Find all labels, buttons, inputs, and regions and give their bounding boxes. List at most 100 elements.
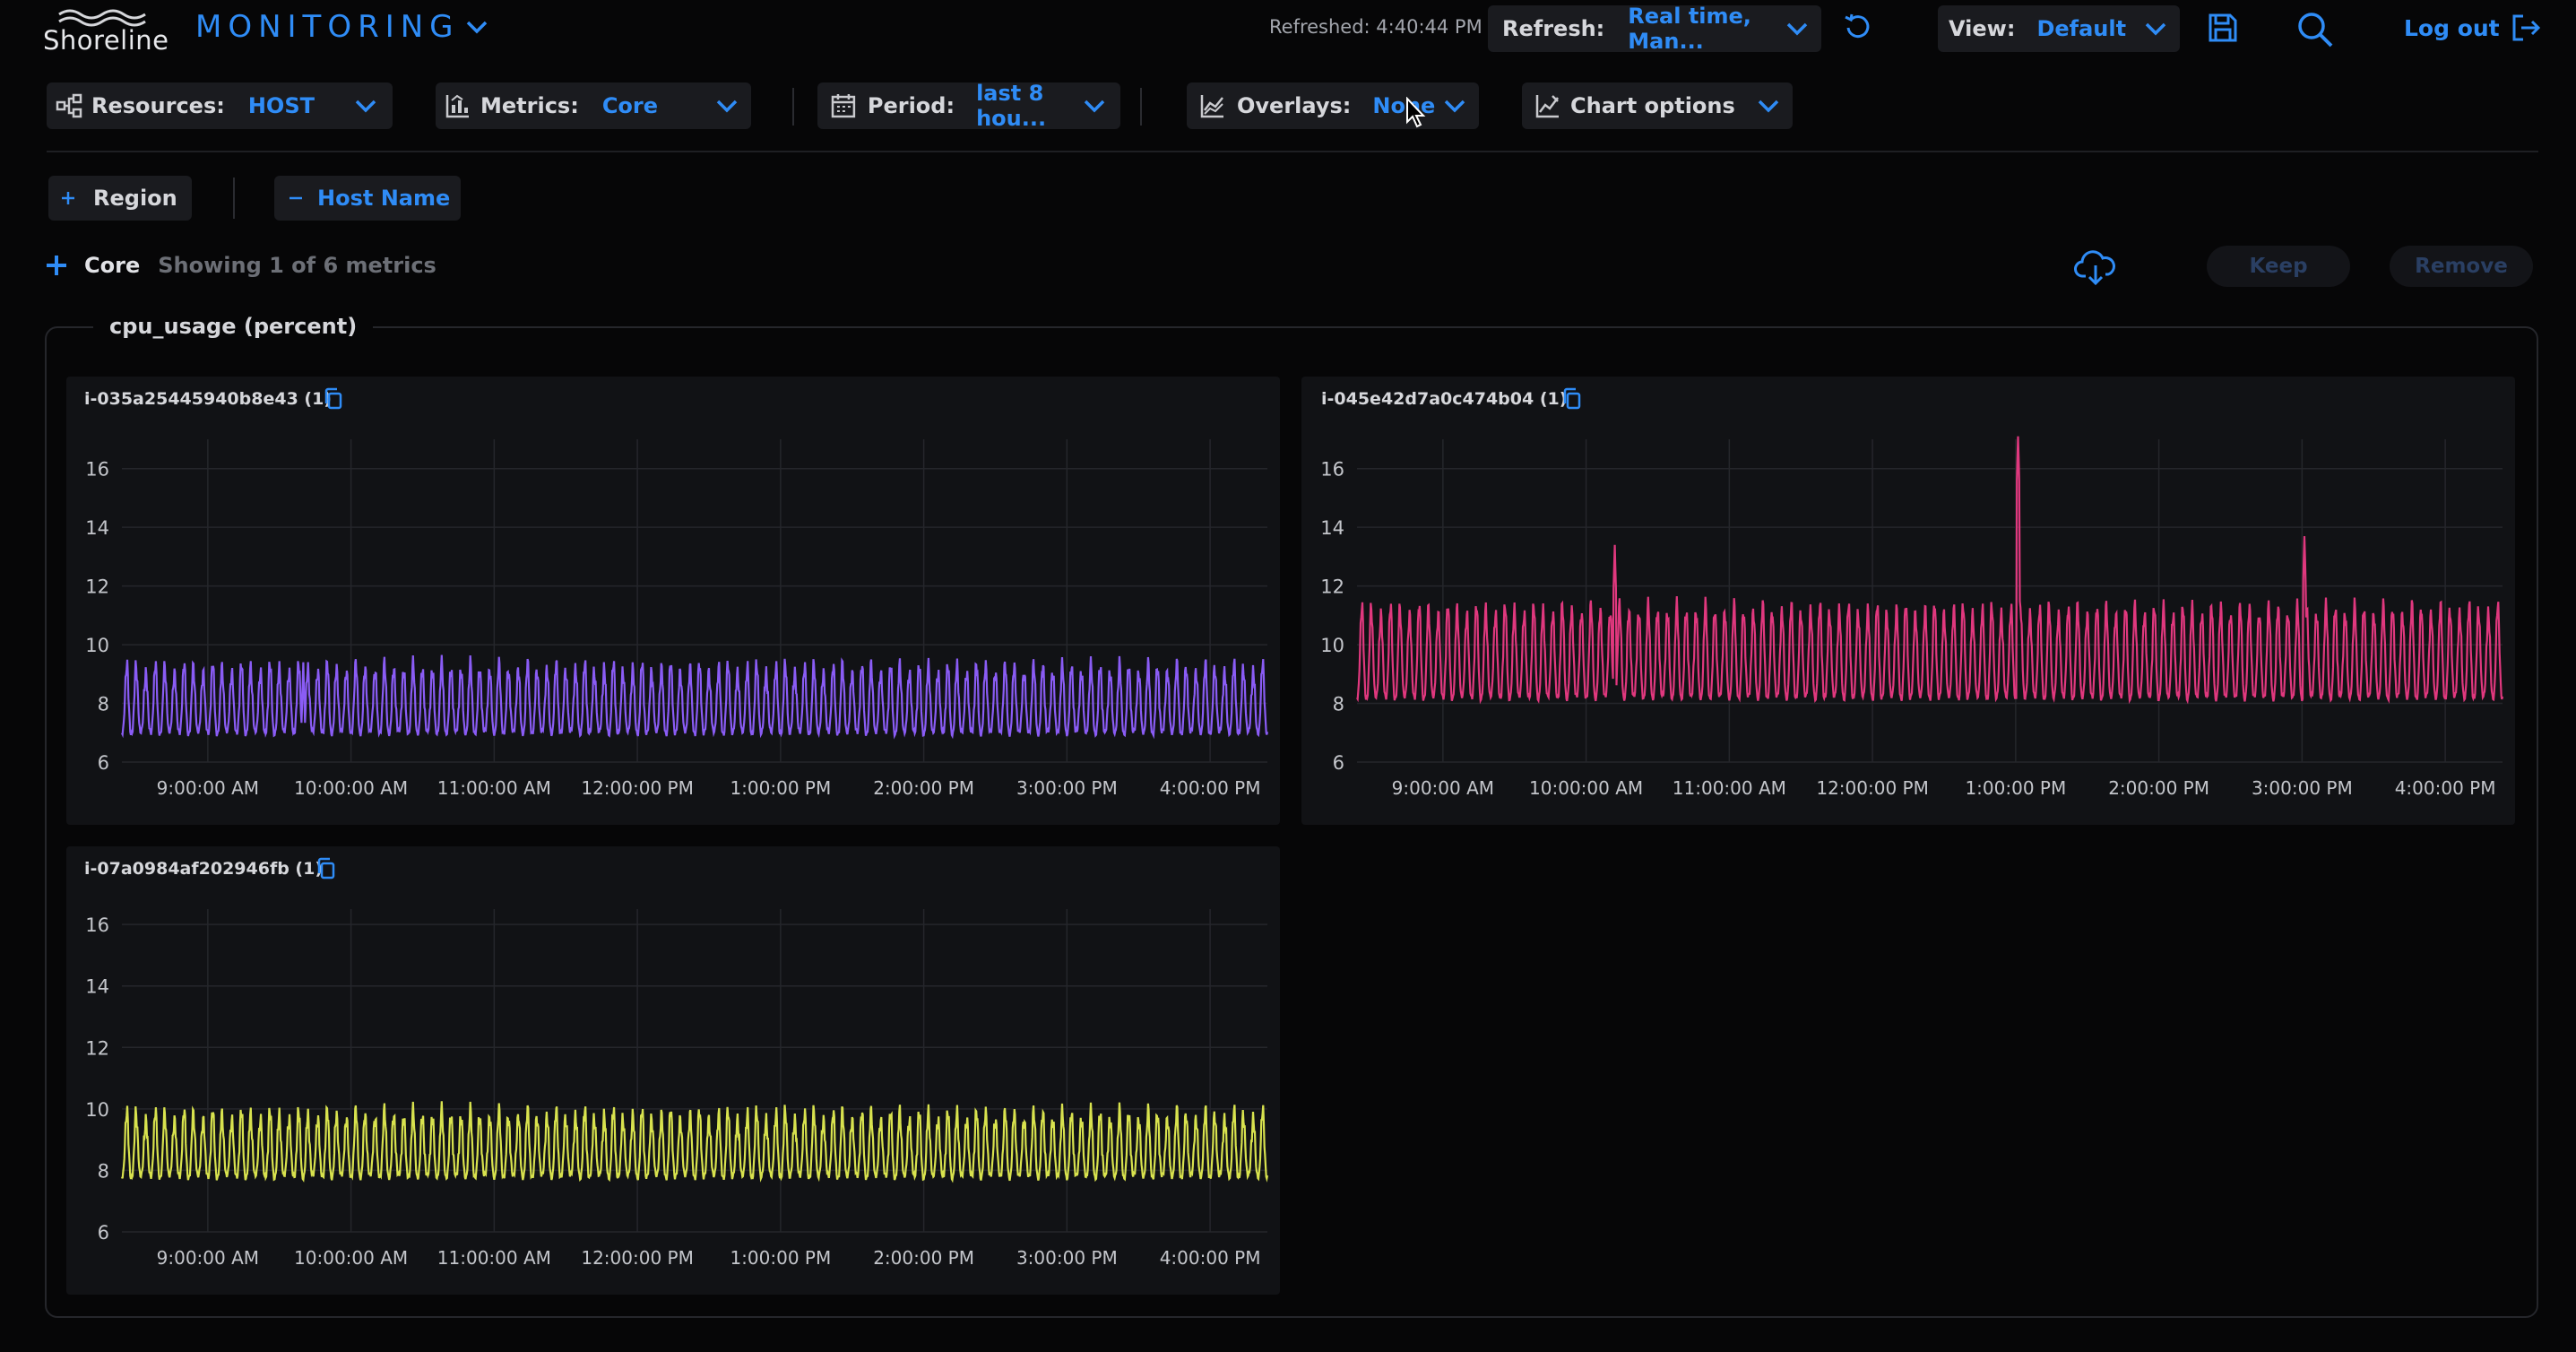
refresh-icon[interactable]: [1843, 13, 1873, 43]
chart-plot[interactable]: 6 8 10 12 14 16 9:00:00 AM 10:00:00 AM 11:00:00 …: [66, 377, 1280, 825]
y-tick-label: 10: [85, 635, 109, 656]
keep-button[interactable]: Keep: [2207, 246, 2350, 287]
y-tick-label: 6: [98, 1222, 109, 1244]
series-line: [121, 654, 1269, 740]
refresh-dropdown[interactable]: Refresh: Real time, Man...: [1488, 4, 1821, 54]
x-tick-label: 11:00:00 AM: [437, 777, 551, 799]
plus-icon[interactable]: [45, 254, 68, 277]
chart-title: i-035a25445940b8e43 (1): [84, 389, 332, 409]
y-tick-label: 10: [85, 1099, 109, 1121]
y-tick-label: 8: [1333, 694, 1344, 715]
x-tick-label: 3:00:00 PM: [1016, 777, 1118, 799]
chevron-down-icon: [2145, 22, 2166, 36]
logout-button[interactable]: Log out: [2404, 13, 2541, 43]
period-dropdown[interactable]: Period: last 8 hou...: [817, 81, 1120, 131]
x-tick-label: 4:00:00 PM: [2395, 777, 2496, 799]
x-tick-label: 10:00:00 AM: [294, 1247, 408, 1269]
save-icon[interactable]: [2207, 12, 2239, 44]
metrics-label: Metrics:: [480, 93, 579, 118]
chart-panel: i-07a0984af202946fb (1) 6 8 10 12 14 16 9:00:0…: [66, 846, 1280, 1295]
chart-title: i-07a0984af202946fb (1): [84, 859, 324, 879]
series-line: [120, 1101, 1269, 1183]
metric-section-name: Core: [84, 253, 141, 278]
y-tick-label: 14: [85, 517, 109, 539]
overlays-value: None: [1372, 93, 1436, 118]
remove-button[interactable]: Remove: [2390, 246, 2533, 287]
y-tick-label: 8: [98, 1160, 109, 1182]
filter-divider: [233, 178, 235, 219]
y-tick-label: 16: [1320, 459, 1344, 481]
chevron-down-icon: [716, 100, 738, 113]
y-tick-label: 6: [98, 752, 109, 774]
app-title: MONITORING: [195, 9, 460, 45]
keep-label: Keep: [2249, 255, 2308, 278]
y-tick-label: 8: [98, 694, 109, 715]
hostname-filter-label: Host Name: [317, 186, 451, 211]
search-icon[interactable]: [2296, 11, 2334, 48]
toolbar-divider: [792, 88, 794, 126]
cloud-download-icon[interactable]: [2074, 247, 2117, 287]
chart-options-dropdown[interactable]: Chart options: [1522, 82, 1793, 129]
minus-icon: [290, 196, 302, 200]
x-tick-label: 10:00:00 AM: [1529, 777, 1643, 799]
plus-icon: [62, 192, 74, 204]
logo-text: Shoreline: [43, 25, 169, 56]
copy-icon[interactable]: [316, 857, 337, 880]
refreshed-timestamp: Refreshed: 4:40:44 PM: [1269, 16, 1482, 38]
region-filter-button[interactable]: Region: [48, 176, 192, 221]
view-value: Default: [2036, 16, 2127, 41]
x-tick-label: 1:00:00 PM: [1965, 777, 2066, 799]
x-tick-label: 2:00:00 PM: [873, 777, 974, 799]
app-title-dropdown[interactable]: MONITORING: [195, 9, 488, 45]
chevron-down-icon: [1758, 100, 1779, 113]
series-line: [1356, 436, 2504, 705]
hierarchy-icon: [56, 93, 82, 118]
y-tick-label: 14: [85, 976, 109, 998]
metric-group-title: cpu_usage (percent): [93, 314, 374, 339]
toolbar-divider: [1140, 88, 1142, 126]
period-label: Period:: [867, 93, 955, 118]
x-tick-label: 3:00:00 PM: [1016, 1247, 1118, 1269]
resources-dropdown[interactable]: Resources: HOST: [47, 82, 393, 129]
y-tick-label: 12: [85, 576, 109, 598]
logout-label: Log out: [2404, 14, 2500, 41]
metrics-dropdown[interactable]: Metrics: Core: [436, 82, 751, 129]
chevron-down-icon: [355, 100, 376, 113]
x-tick-label: 12:00:00 PM: [581, 1247, 694, 1269]
x-tick-label: 4:00:00 PM: [1160, 1247, 1261, 1269]
metric-section-header: Core Showing 1 of 6 metrics: [45, 253, 437, 278]
chevron-down-icon: [1084, 100, 1105, 113]
x-tick-label: 11:00:00 AM: [1673, 777, 1786, 799]
metrics-count-text: Showing 1 of 6 metrics: [158, 253, 437, 278]
refresh-value: Real time, Man...: [1628, 4, 1751, 54]
hostname-filter-button[interactable]: Host Name: [274, 176, 461, 221]
chart-plot[interactable]: 6 8 10 12 14 16 9:00:00 AM 10:00:00 AM 11:00:00 …: [66, 846, 1280, 1295]
x-tick-label: 11:00:00 AM: [437, 1247, 551, 1269]
chart-options-label: Chart options: [1570, 93, 1735, 118]
overlays-dropdown[interactable]: Overlays: None: [1187, 82, 1479, 129]
x-tick-label: 2:00:00 PM: [2108, 777, 2209, 799]
period-value: last 8 hou...: [976, 81, 1047, 131]
chart-plot[interactable]: 6 8 10 12 14 16 9:00:00 AM 10:00:00 AM 11:00:00 …: [1301, 377, 2515, 825]
x-tick-label: 9:00:00 AM: [1392, 777, 1494, 799]
x-tick-label: 1:00:00 PM: [730, 1247, 831, 1269]
refresh-label: Refresh:: [1502, 16, 1605, 41]
shoreline-logo[interactable]: Shoreline: [43, 7, 170, 56]
chart-title: i-045e42d7a0c474b04 (1): [1321, 389, 1568, 409]
view-dropdown[interactable]: View: Default: [1938, 5, 2180, 52]
chart-panel: i-035a25445940b8e43 (1) 6 8 10 12 14 16 9:00:0…: [66, 377, 1280, 825]
metrics-icon: [445, 94, 469, 118]
x-tick-label: 10:00:00 AM: [294, 777, 408, 799]
mouse-cursor-icon: [1406, 97, 1426, 128]
y-tick-label: 16: [85, 459, 109, 481]
x-tick-label: 3:00:00 PM: [2252, 777, 2353, 799]
chevron-down-icon: [466, 21, 487, 34]
x-tick-label: 2:00:00 PM: [873, 1247, 974, 1269]
y-tick-label: 6: [1333, 752, 1344, 774]
y-tick-label: 14: [1320, 517, 1344, 539]
chevron-down-icon: [1786, 22, 1808, 36]
y-tick-label: 16: [85, 914, 109, 936]
logout-icon: [2512, 14, 2540, 41]
copy-icon[interactable]: [323, 387, 344, 411]
copy-icon[interactable]: [1561, 387, 1583, 411]
